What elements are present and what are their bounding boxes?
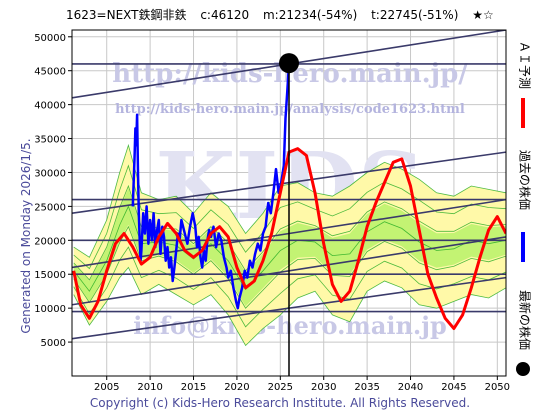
y-tick-label: 40000 <box>34 101 66 112</box>
chart-header: 1623=NEXT鉄鋼非鉄 c:46120 m:21234(-54%) t:22… <box>66 6 504 23</box>
x-tick-label: 2050 <box>485 382 510 393</box>
forecast-band-inner <box>73 188 506 307</box>
legend-label: 最新の株価 <box>517 289 532 351</box>
rating-stars: ★☆ <box>472 8 494 22</box>
y-tick-label: 35000 <box>34 135 66 146</box>
legend-line-swatch <box>521 232 525 262</box>
latest-price-marker <box>279 53 299 74</box>
x-tick-label: 2045 <box>441 382 466 393</box>
legend-label: 過去の株価 <box>517 149 532 211</box>
copyright-footer: Copyright (c) Kids-Hero Research Institu… <box>89 396 471 410</box>
y-tick-label: 10000 <box>34 304 66 315</box>
target-price: t:22745(-51%) <box>371 8 459 22</box>
x-tick-label: 2020 <box>224 382 249 393</box>
current-price: c:46120 <box>200 8 250 22</box>
y-tick-label: 30000 <box>34 168 66 179</box>
median-price: m:21234(-54%) <box>262 8 358 22</box>
plot-frame <box>71 29 507 377</box>
x-tick-label: 2010 <box>137 382 162 393</box>
legend-dot-swatch <box>516 362 530 376</box>
forecast-band-line <box>73 266 506 347</box>
y-tick-label: 15000 <box>34 270 66 281</box>
past-price-series <box>131 63 291 310</box>
x-tick-label: 2035 <box>354 382 379 393</box>
x-tick-label: 2030 <box>311 382 336 393</box>
y-tick-label: 5000 <box>41 338 66 349</box>
generated-date-label: Generated on Monday 2026/1/5. <box>19 138 33 334</box>
plot-area: http://kids-hero.main.jp/http://kids-her… <box>72 30 506 376</box>
legend-line-swatch <box>521 98 525 128</box>
x-tick-label: 2040 <box>398 382 423 393</box>
watermark-email: info@kids-hero.main.jp <box>133 311 447 340</box>
y-tick-label: 50000 <box>34 33 66 44</box>
y-tick-label: 45000 <box>34 67 66 78</box>
x-tick-label: 2005 <box>94 382 119 393</box>
stock-code-name: 1623=NEXT鉄鋼非鉄 <box>66 8 187 22</box>
watermark-analysis-url: http://kids-hero.main.jp/analysis/code16… <box>115 102 465 117</box>
x-tick-label: 2025 <box>268 382 293 393</box>
y-tick-label: 20000 <box>34 236 66 247</box>
forecast-band-line <box>73 205 506 292</box>
x-tick-label: 2015 <box>181 382 206 393</box>
legend-label: ＡＩ予測 <box>517 40 532 90</box>
y-tick-label: 25000 <box>34 202 66 213</box>
